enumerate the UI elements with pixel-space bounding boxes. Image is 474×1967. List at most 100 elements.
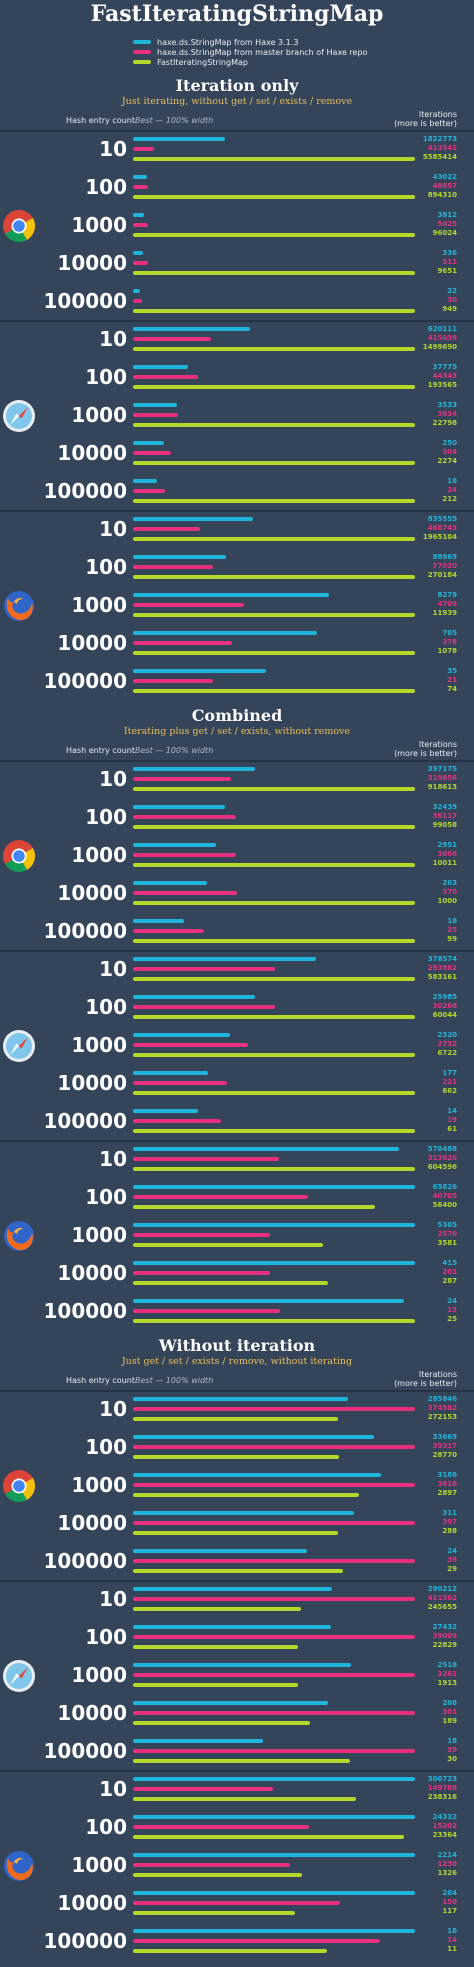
value-label-series-2: 39009 (432, 1632, 457, 1640)
bar-series-3 (133, 1683, 299, 1687)
bar-series-1 (133, 555, 226, 559)
safari-icon (2, 1659, 36, 1693)
bar-series-3 (133, 1015, 415, 1019)
bar-series-2 (133, 147, 154, 151)
page-header: FastIteratingStringMap haxe.ds.StringMap… (0, 0, 474, 71)
hash-entry-count-label: 100 (85, 175, 127, 199)
value-label-series-2: 40705 (432, 1192, 457, 1200)
hash-entry-count-label: 100000 (43, 1549, 128, 1573)
value-label-series-3: 25 (447, 1315, 457, 1323)
bar-series-1 (133, 1185, 415, 1189)
bar-series-2 (133, 1483, 415, 1487)
bar-series-2 (133, 527, 201, 531)
bar-series-2 (133, 777, 232, 781)
value-label-series-3: 288 (442, 1527, 457, 1535)
chart-row: 100000 22 30 949 (0, 284, 474, 322)
value-label-series-3: 272153 (427, 1413, 457, 1421)
value-label-series-3: 949 (442, 305, 457, 313)
bar-series-2 (133, 1043, 248, 1047)
value-label-series-3: 30 (447, 1755, 457, 1763)
bar-series-2 (133, 891, 238, 895)
value-label-series-1: 5305 (437, 1221, 457, 1229)
chart-row: 100000 24 13 25 (0, 1294, 474, 1332)
column-header-iterations-label: Iterations (418, 740, 457, 749)
chart-row: 100 27432 39009 22829 (0, 1620, 474, 1658)
value-label-series-1: 204 (442, 1889, 457, 1897)
value-label-series-1: 16 (447, 1927, 457, 1935)
bar-series-3 (133, 537, 415, 541)
value-label-series-2: 30 (447, 296, 457, 304)
value-label-series-3: 1326 (437, 1869, 457, 1877)
bar-series-3 (133, 1569, 343, 1573)
bar-series-1 (133, 1071, 209, 1075)
hash-entry-count-label: 100 (85, 555, 127, 579)
hash-entry-count-label: 1000 (71, 1033, 127, 1057)
value-label-series-2: 149788 (427, 1784, 457, 1792)
value-label-series-1: 33669 (432, 1433, 457, 1441)
bar-series-1 (133, 1625, 332, 1629)
bar-series-1 (133, 1891, 415, 1895)
browser-block: 10 835555 468743 1965104 100 88969 77020 270184… (0, 510, 474, 700)
hash-entry-count-label: 100 (85, 995, 127, 1019)
value-label-series-1: 32439 (432, 803, 457, 811)
chart-row: 10000 311 397 288 (0, 1506, 474, 1544)
value-label-series-3: 99 (447, 935, 457, 943)
hash-entry-count-label: 100000 (43, 479, 128, 503)
chart-row: 10000 204 150 117 (0, 1886, 474, 1924)
bar-series-1 (133, 289, 140, 293)
bar-series-2 (133, 413, 178, 417)
bar-series-1 (133, 631, 318, 635)
value-label-series-3: 28770 (432, 1451, 457, 1459)
value-label-series-2: 4709 (437, 600, 457, 608)
bar-series-3 (133, 1835, 404, 1839)
chart-row: 100 65626 40705 56400 (0, 1180, 474, 1218)
value-label-series-3: 212 (442, 495, 457, 503)
value-label-series-2: 378 (442, 638, 457, 646)
bar-series-1 (133, 1033, 231, 1037)
bar-series-1 (133, 1777, 415, 1781)
value-label-series-1: 65626 (432, 1183, 457, 1191)
bar-series-3 (133, 1531, 338, 1535)
bar-series-2 (133, 1195, 308, 1199)
value-label-series-1: 2951 (437, 841, 457, 849)
chart-row: 10000 263 370 1000 (0, 876, 474, 914)
bar-series-2 (133, 1597, 415, 1601)
bar-series-1 (133, 403, 177, 407)
value-label-series-3: 11939 (432, 609, 457, 617)
bar-series-3 (133, 575, 415, 579)
value-label-series-3: 3581 (437, 1239, 457, 1247)
hash-entry-count-label: 10000 (57, 631, 127, 655)
chart-row: 100000 35 21 74 (0, 664, 474, 702)
hash-entry-count-label: 10000 (57, 251, 127, 275)
value-label-series-3: 193565 (427, 381, 457, 389)
bar-series-1 (133, 479, 157, 483)
bar-series-1 (133, 1261, 415, 1265)
value-label-series-3: 11 (447, 1945, 457, 1953)
value-label-series-2: 304 (442, 448, 457, 456)
section-header: Combined Iterating plus get / set / exist… (0, 700, 474, 760)
bar-series-3 (133, 689, 415, 693)
chart-row: 10 378574 293882 583161 (0, 952, 474, 990)
hash-entry-count-label: 10 (99, 1777, 127, 1801)
value-label-series-3: 96024 (432, 229, 457, 237)
value-label-series-2: 44343 (432, 372, 457, 380)
browser-block: 10 620111 415039 1499690 100 37775 44343 193565… (0, 320, 474, 510)
bar-series-2 (133, 1233, 270, 1237)
bar-series-2 (133, 679, 214, 683)
value-label-series-1: 43022 (432, 173, 457, 181)
bar-series-2 (133, 337, 212, 341)
value-label-series-2: 15202 (432, 1822, 457, 1830)
value-label-series-2: 48857 (432, 182, 457, 190)
chart-row: 100 32439 36117 99058 (0, 800, 474, 838)
bar-series-1 (133, 1853, 415, 1857)
bar-series-1 (133, 995, 256, 999)
column-header-iterations-label: Iterations (418, 110, 457, 119)
value-label-series-1: 835555 (427, 515, 457, 523)
value-label-series-2: 25 (447, 926, 457, 934)
value-label-series-3: 2274 (437, 457, 457, 465)
bar-series-2 (133, 1787, 274, 1791)
bar-series-2 (133, 1445, 415, 1449)
bar-series-3 (133, 1455, 340, 1459)
bar-series-3 (133, 901, 415, 905)
browser-block: 10 397175 319856 918613 100 32439 36117 99058 10… (0, 760, 474, 950)
